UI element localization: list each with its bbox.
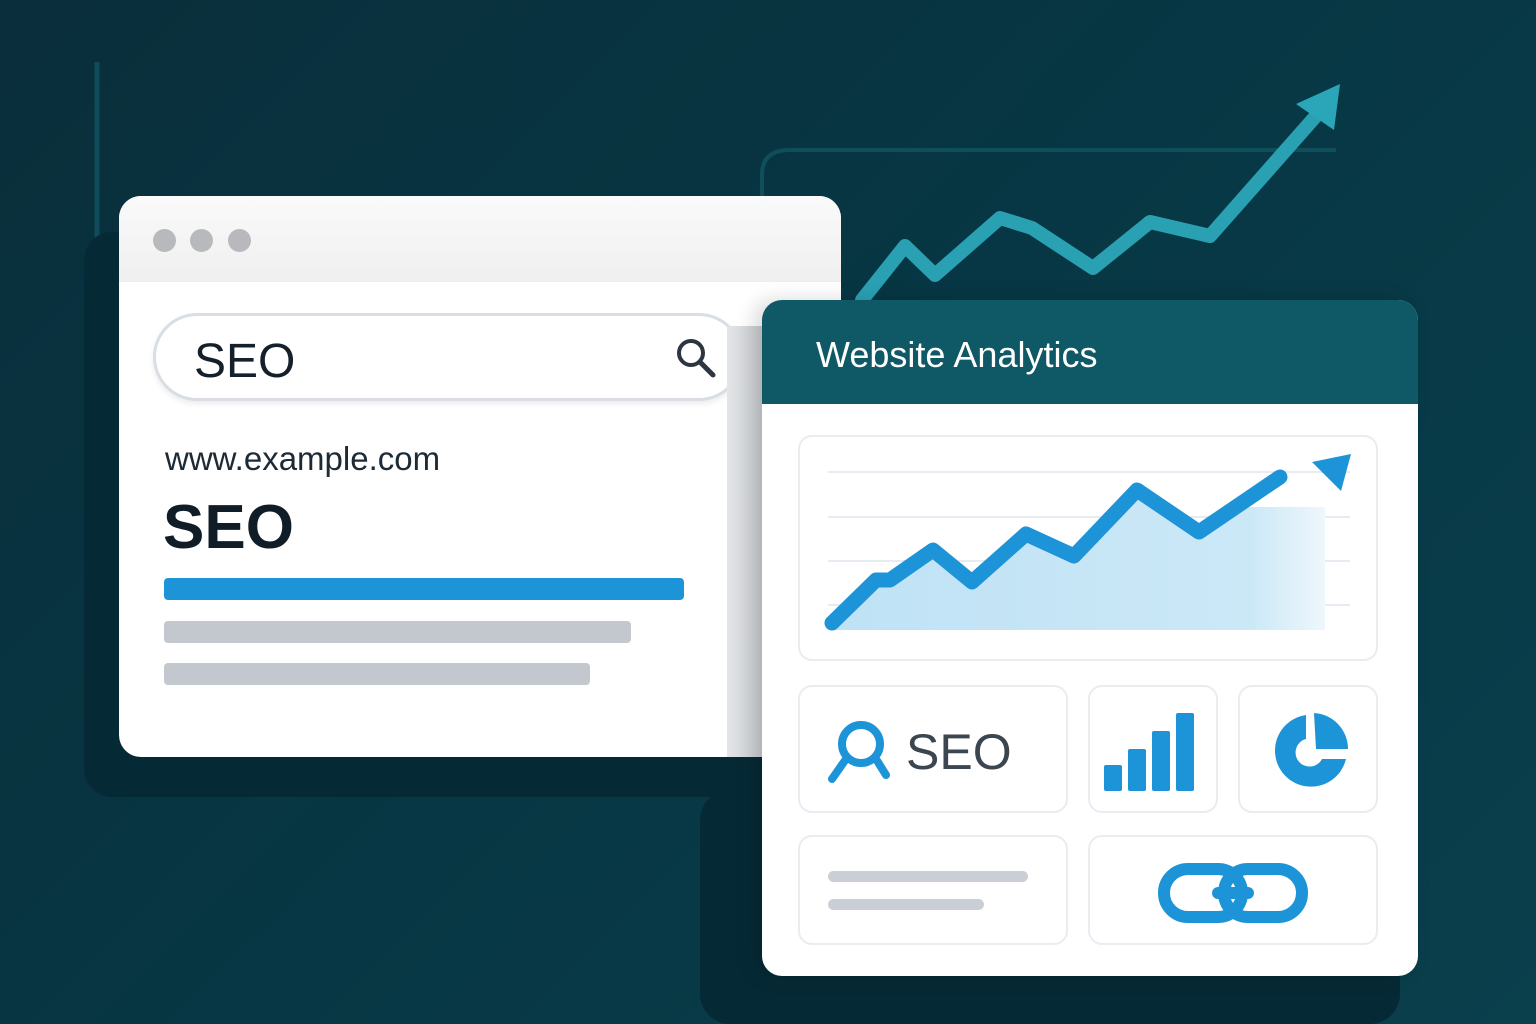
trend-chart-card[interactable]	[798, 435, 1378, 661]
search-value: SEO	[194, 335, 296, 388]
link-card[interactable]	[1088, 835, 1378, 945]
bar-chart-card[interactable]	[1088, 685, 1218, 813]
pie-chart-card[interactable]	[1238, 685, 1378, 813]
analytics-panel: Website Analytics SEO	[762, 300, 1418, 976]
window-dot[interactable]	[153, 229, 176, 252]
search-input[interactable]: SEO	[153, 313, 743, 401]
bg-frame	[760, 148, 1336, 300]
trend-line	[824, 469, 1288, 631]
text-line	[828, 871, 1028, 882]
seo-card[interactable]: SEO	[798, 685, 1068, 813]
background-trend-line	[855, 93, 1337, 307]
result-text-line	[164, 663, 590, 685]
title-bar	[119, 196, 841, 282]
text-line	[828, 899, 984, 910]
browser-window: SEO www.example.com SEO	[119, 196, 841, 757]
trend-chart	[824, 454, 1351, 631]
background-trend-arrowhead	[1296, 84, 1340, 130]
bar-chart-icon	[1104, 713, 1194, 791]
panel-title: Website Analytics	[816, 334, 1098, 375]
text-card[interactable]	[798, 835, 1068, 945]
result-highlight-bar	[164, 578, 684, 600]
result-text-line	[164, 621, 631, 643]
search-icon[interactable]	[674, 336, 718, 380]
scroll-shade	[727, 326, 763, 757]
link-icon	[1158, 863, 1308, 923]
panel-header: Website Analytics	[762, 300, 1418, 404]
trend-arrowhead	[1312, 454, 1351, 491]
seo-card-label: SEO	[906, 724, 1012, 780]
window-dot[interactable]	[190, 229, 213, 252]
window-dot[interactable]	[228, 229, 251, 252]
result-title[interactable]: SEO	[163, 493, 294, 562]
pie-chart-icon	[1274, 713, 1348, 787]
search-icon	[828, 721, 890, 783]
result-url[interactable]: www.example.com	[165, 440, 441, 477]
